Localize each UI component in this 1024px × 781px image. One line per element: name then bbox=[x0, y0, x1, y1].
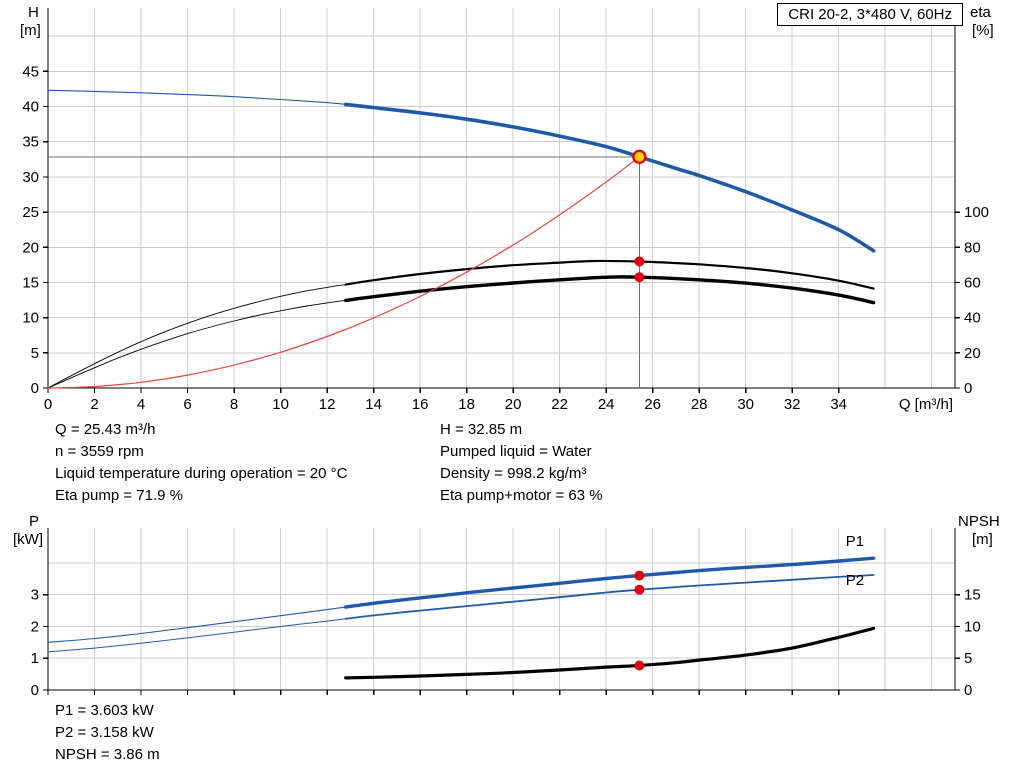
svg-text:0: 0 bbox=[964, 682, 972, 699]
svg-text:10: 10 bbox=[272, 396, 289, 413]
p-axis-unit: [kW] bbox=[13, 531, 43, 548]
svg-text:35: 35 bbox=[22, 134, 39, 151]
info-line-p1: P1 = 3.603 kW bbox=[55, 702, 154, 719]
svg-text:6: 6 bbox=[183, 396, 191, 413]
eta-axis-title: eta bbox=[970, 4, 991, 21]
svg-text:45: 45 bbox=[22, 63, 39, 80]
info-line-head: H = 32.85 m bbox=[440, 421, 523, 438]
svg-text:15: 15 bbox=[22, 274, 39, 291]
svg-text:P1: P1 bbox=[846, 533, 864, 550]
svg-text:20: 20 bbox=[22, 239, 39, 256]
svg-text:24: 24 bbox=[598, 396, 615, 413]
svg-text:P2: P2 bbox=[846, 572, 864, 589]
svg-text:0: 0 bbox=[44, 396, 52, 413]
info-line-temperature: Liquid temperature during operation = 20… bbox=[55, 465, 348, 482]
svg-text:22: 22 bbox=[551, 396, 568, 413]
svg-text:30: 30 bbox=[737, 396, 754, 413]
info-line-flow: Q = 25.43 m³/h bbox=[55, 421, 156, 438]
svg-text:18: 18 bbox=[458, 396, 475, 413]
svg-text:0: 0 bbox=[31, 380, 39, 397]
svg-text:14: 14 bbox=[365, 396, 382, 413]
svg-text:34: 34 bbox=[830, 396, 847, 413]
svg-text:30: 30 bbox=[22, 169, 39, 186]
power-info-block: P1 = 3.603 kW P2 = 3.158 kW NPSH = 3.86 … bbox=[55, 700, 160, 766]
svg-text:Q [m³/h]: Q [m³/h] bbox=[899, 396, 953, 413]
svg-text:2: 2 bbox=[90, 396, 98, 413]
svg-text:10: 10 bbox=[964, 619, 981, 636]
svg-text:20: 20 bbox=[964, 345, 981, 362]
svg-text:5: 5 bbox=[964, 650, 972, 667]
info-line-p2: P2 = 3.158 kW bbox=[55, 724, 154, 741]
duty-info-column-1: Q = 25.43 m³/h n = 3559 rpm Liquid tempe… bbox=[55, 419, 347, 507]
info-line-liquid: Pumped liquid = Water bbox=[440, 443, 592, 460]
svg-text:80: 80 bbox=[964, 239, 981, 256]
svg-text:28: 28 bbox=[691, 396, 708, 413]
svg-text:100: 100 bbox=[964, 204, 989, 221]
info-line-npsh: NPSH = 3.86 m bbox=[55, 746, 160, 763]
svg-text:40: 40 bbox=[964, 310, 981, 327]
info-line-eta-pump-motor: Eta pump+motor = 63 % bbox=[440, 487, 603, 504]
pump-model-title-box: CRI 20-2, 3*480 V, 60Hz bbox=[777, 3, 963, 26]
svg-text:3: 3 bbox=[31, 587, 39, 604]
svg-text:40: 40 bbox=[22, 99, 39, 116]
npsh-axis-title: NPSH bbox=[958, 513, 1000, 530]
svg-text:16: 16 bbox=[412, 396, 429, 413]
info-line-eta-pump: Eta pump = 71.9 % bbox=[55, 487, 183, 504]
svg-text:15: 15 bbox=[964, 587, 981, 604]
svg-text:20: 20 bbox=[505, 396, 522, 413]
svg-text:1: 1 bbox=[31, 650, 39, 667]
npsh-axis-unit: [m] bbox=[972, 531, 993, 548]
svg-text:32: 32 bbox=[784, 396, 801, 413]
p-axis-title: P bbox=[29, 513, 40, 530]
svg-text:12: 12 bbox=[319, 396, 336, 413]
duty-info-column-2: H = 32.85 m Pumped liquid = Water Densit… bbox=[440, 419, 603, 507]
svg-text:0: 0 bbox=[964, 380, 972, 397]
eta-axis-unit: [%] bbox=[972, 22, 994, 39]
svg-text:5: 5 bbox=[31, 345, 39, 362]
svg-text:8: 8 bbox=[230, 396, 238, 413]
h-axis-title: H bbox=[28, 4, 39, 21]
svg-text:0: 0 bbox=[31, 682, 39, 699]
svg-text:60: 60 bbox=[964, 274, 981, 291]
power-npsh-chart: 0 1 2 3 0 5 10 15 P1 P2 bbox=[31, 528, 981, 699]
info-line-density: Density = 998.2 kg/m³ bbox=[440, 465, 587, 482]
svg-text:26: 26 bbox=[644, 396, 661, 413]
svg-text:25: 25 bbox=[22, 204, 39, 221]
svg-text:10: 10 bbox=[22, 310, 39, 327]
info-line-speed: n = 3559 rpm bbox=[55, 443, 144, 460]
svg-text:4: 4 bbox=[137, 396, 145, 413]
svg-text:2: 2 bbox=[31, 619, 39, 636]
h-axis-unit: [m] bbox=[20, 22, 41, 39]
